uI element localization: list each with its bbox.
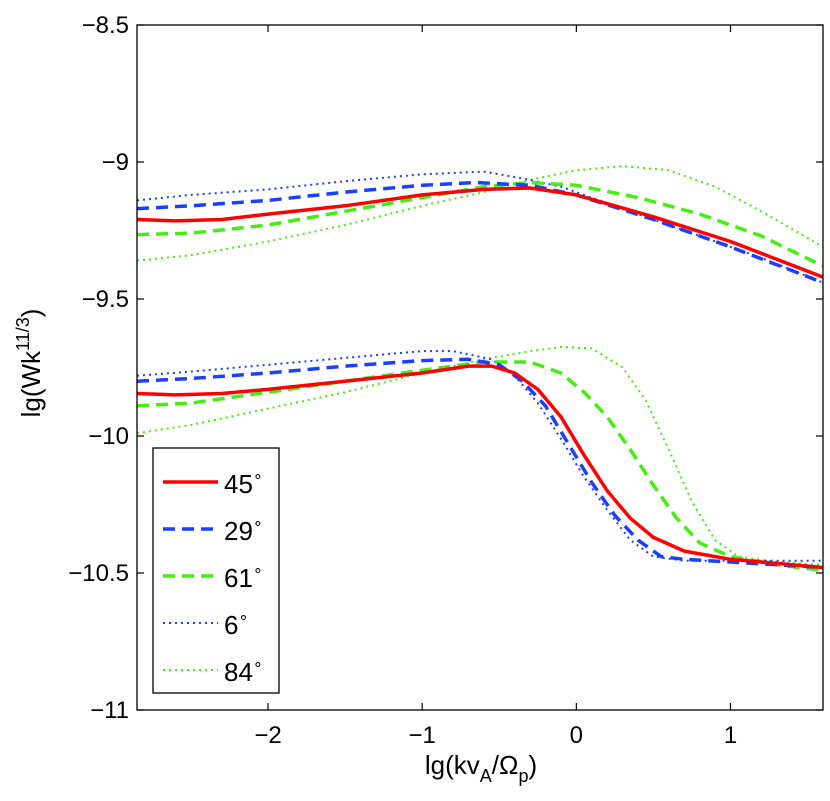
series-line-29-upper: [136, 180, 824, 285]
series-line-29-lower: [136, 357, 824, 570]
legend-label-45: 45∘: [224, 468, 263, 499]
y-tick-label: −10: [88, 423, 129, 450]
x-tick-label: −1: [409, 722, 436, 749]
series-line-45-upper: [136, 186, 824, 279]
series-line-84-lower: [136, 346, 824, 566]
axes-frame: [136, 24, 824, 711]
legend-label-6: 6∘: [224, 609, 248, 640]
y-tick-label: −9.5: [82, 286, 129, 313]
ticks-layer: −2 −1 0 1−8.5−9−9.5−10−10.5−11: [68, 12, 823, 749]
x-tick-label: 0: [570, 722, 583, 749]
series-line-84-upper: [136, 165, 824, 262]
y-tick-label: −10.5: [68, 560, 129, 587]
y-tick-label: −11: [90, 697, 129, 724]
y-tick-label: −9: [102, 149, 129, 176]
series-line-6-upper: [136, 170, 824, 284]
x-axis-label: lg(kvA/Ωp): [425, 750, 537, 786]
x-tick-label: −2: [254, 722, 281, 749]
legend-label-84: 84∘: [224, 656, 263, 687]
legend: 45∘ 29∘ 61∘ 6∘ 84∘: [152, 447, 280, 694]
series-line-45-lower: [136, 364, 824, 570]
x-tick-label: 1: [724, 722, 737, 749]
legend-label-61: 61∘: [224, 562, 263, 593]
y-axis-label: lg(Wk11/3): [13, 309, 46, 418]
y-tick-label: −8.5: [82, 12, 129, 39]
series-line-61-upper: [136, 180, 824, 268]
series-line-61-lower: [136, 360, 824, 573]
series-layer: [136, 165, 824, 573]
legend-box: [152, 447, 280, 694]
legend-label-29: 29∘: [224, 515, 263, 546]
